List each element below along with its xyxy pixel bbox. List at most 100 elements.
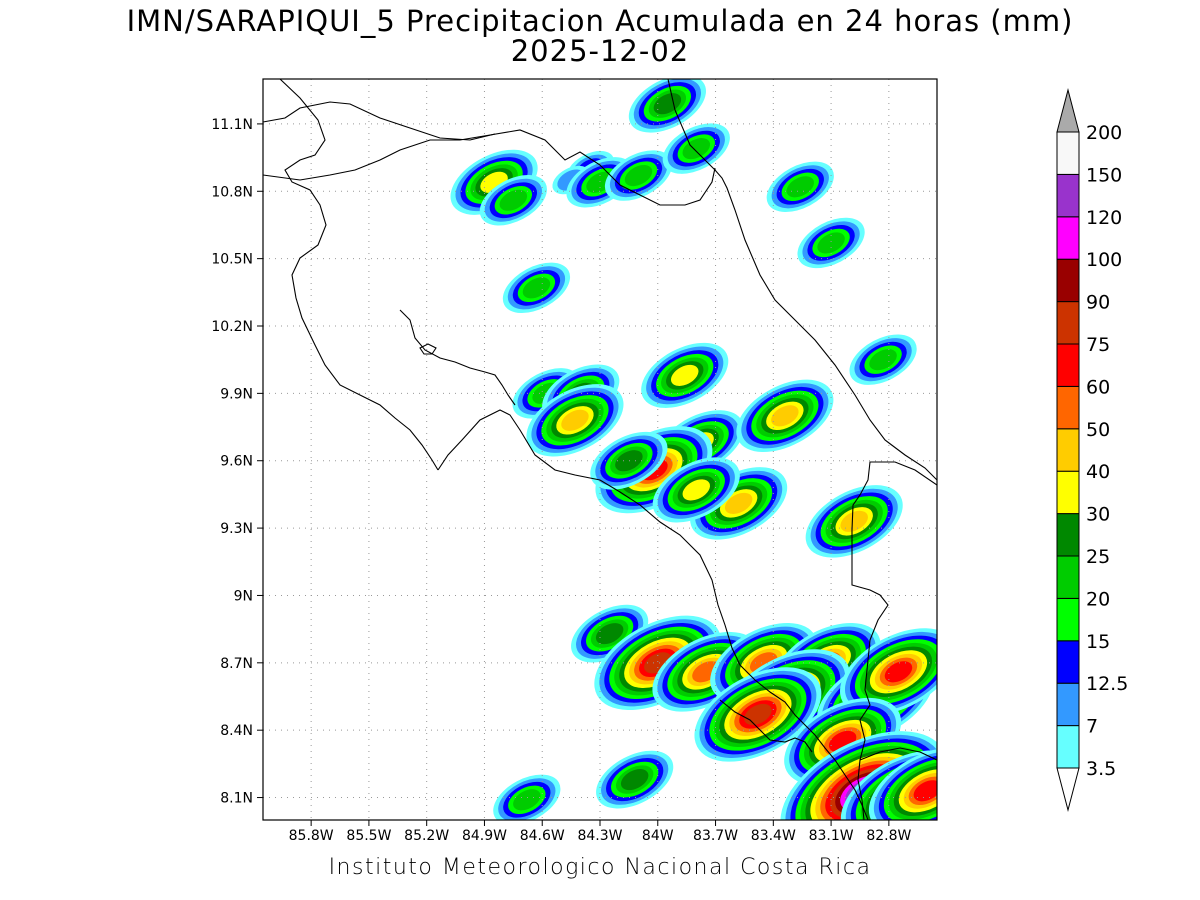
precip-contour-band	[620, 769, 649, 791]
lon-tick-label: 84.6W	[520, 828, 565, 844]
precip-contour-band	[513, 789, 541, 811]
colorbar-overflow-triangle	[1056, 88, 1080, 133]
precip-contour-band	[561, 409, 589, 431]
colorbar-label: 90	[1086, 292, 1110, 314]
colorbar-label: 100	[1086, 249, 1122, 271]
precip-cell	[502, 262, 571, 314]
axis-labels: 11.1N 10.8N 10.5N 10.2N 9.9N 9.6N 9.3N 9N 8.7N 8.…	[211, 117, 911, 844]
colorbar-label: 3.5	[1086, 758, 1116, 780]
lat-tick-label: 8.7N	[220, 656, 253, 672]
precip-cell	[628, 79, 706, 133]
lon-tick-label: 83.1W	[809, 828, 854, 844]
caribbean-coast	[667, 79, 937, 481]
colorbar-underflow-triangle	[1056, 767, 1080, 812]
precip-cell	[590, 431, 668, 490]
colorbar-swatch	[1056, 682, 1080, 727]
precip-cell	[868, 747, 937, 820]
grid-lines	[263, 79, 937, 820]
precip-cell	[840, 628, 937, 716]
colorbar-label: 120	[1086, 207, 1122, 229]
precip-contour-band	[884, 661, 913, 683]
colorbar-label: 40	[1086, 461, 1110, 483]
precip-contour-band	[913, 780, 937, 802]
lat-tick-label: 8.1N	[220, 791, 253, 807]
lon-tick-label: 82.8W	[866, 828, 911, 844]
colorbar-swatch	[1056, 343, 1080, 387]
precip-contour-band	[744, 703, 772, 726]
lon-tick-label: 83.4W	[751, 828, 796, 844]
precip-cell	[594, 615, 722, 711]
colorbar-swatch	[1056, 513, 1080, 557]
lake-nicaragua-shore	[263, 101, 496, 141]
colorbar: 3.5 7 12.5 15 20 25 30 40 50 60 75 90 100 120 150 200	[1056, 88, 1128, 812]
colorbar-label: 12.5	[1086, 673, 1128, 695]
colorbar-swatch	[1056, 470, 1080, 515]
panama-coast	[859, 747, 937, 761]
lat-tick-label: 9.3N	[220, 521, 253, 537]
colorbar-label: 30	[1086, 504, 1110, 526]
lon-tick-label: 84.3W	[577, 828, 622, 844]
precip-contour-band	[682, 479, 711, 501]
precip-cell	[526, 384, 624, 457]
precip-cell	[596, 750, 674, 809]
colorbar-label: 75	[1086, 334, 1110, 356]
nicoya-peninsula-inner	[399, 309, 516, 406]
colorbar-label: 200	[1086, 122, 1122, 144]
precip-contour-band	[670, 364, 699, 386]
colorbar-swatch	[1056, 428, 1080, 472]
nicaragua-border	[263, 129, 716, 206]
lat-tick-label: 8.4N	[220, 723, 253, 739]
precip-cell	[493, 774, 561, 820]
precip-contour-band	[869, 349, 897, 371]
chart-date: 2025-12-02	[510, 34, 690, 68]
colorbar-swatch	[1056, 216, 1080, 260]
precip-cell	[736, 379, 834, 453]
chira-island	[419, 343, 437, 355]
osa-peninsula	[719, 699, 813, 753]
precip-cell	[479, 175, 547, 226]
colorbar-swatch	[1056, 555, 1080, 599]
colorbar-label: 20	[1086, 588, 1110, 610]
lat-tick-label: 9.9N	[220, 386, 253, 402]
precip-contour-band	[817, 232, 845, 254]
precipitation-field	[450, 79, 937, 820]
precip-contour-band	[522, 277, 551, 299]
lat-tick-label: 10.2N	[211, 319, 253, 335]
colorbar-label: 7	[1086, 716, 1098, 738]
lon-tick-label: 85.8W	[289, 828, 334, 844]
chart-title: IMN/SARAPIQUI_5 Precipitacion Acumulada …	[126, 4, 1074, 38]
precip-contour-band	[499, 189, 528, 211]
colorbar-label: 25	[1086, 546, 1110, 568]
precip-cell	[641, 342, 729, 408]
precip-contour-band	[786, 176, 815, 198]
lat-tick-label: 9N	[234, 588, 253, 604]
colorbar-swatch	[1056, 301, 1080, 345]
colorbar-label: 15	[1086, 631, 1110, 653]
colorbar-swatch	[1056, 173, 1080, 218]
lat-tick-label: 10.5N	[211, 252, 253, 268]
lon-tick-label: 83.7W	[693, 828, 738, 844]
nicoya-gulf	[437, 409, 869, 820]
precip-contour-band	[771, 405, 799, 427]
lat-tick-label: 11.1N	[211, 117, 253, 133]
precip-contour-band	[615, 450, 643, 472]
precip-cell	[604, 150, 673, 201]
pacific-coast-north	[279, 79, 439, 471]
coastline-borders	[263, 79, 937, 820]
lon-tick-label: 84.9W	[462, 828, 507, 844]
precip-cell	[694, 667, 822, 762]
lon-tick-label: 85.2W	[404, 828, 449, 844]
colorbar-swatch	[1056, 131, 1080, 175]
precip-contour-band	[724, 492, 753, 514]
precip-contour-band	[595, 623, 624, 645]
colorbar-label: 150	[1086, 164, 1122, 186]
lat-tick-label: 10.8N	[211, 184, 253, 200]
lon-tick-label: 84W	[642, 828, 674, 844]
panama-border	[851, 461, 937, 820]
colorbar-swatch	[1056, 258, 1080, 303]
precip-cell	[849, 334, 917, 385]
precip-cell	[766, 161, 834, 212]
precip-cell	[805, 485, 903, 558]
colorbar-label: 50	[1086, 419, 1110, 441]
